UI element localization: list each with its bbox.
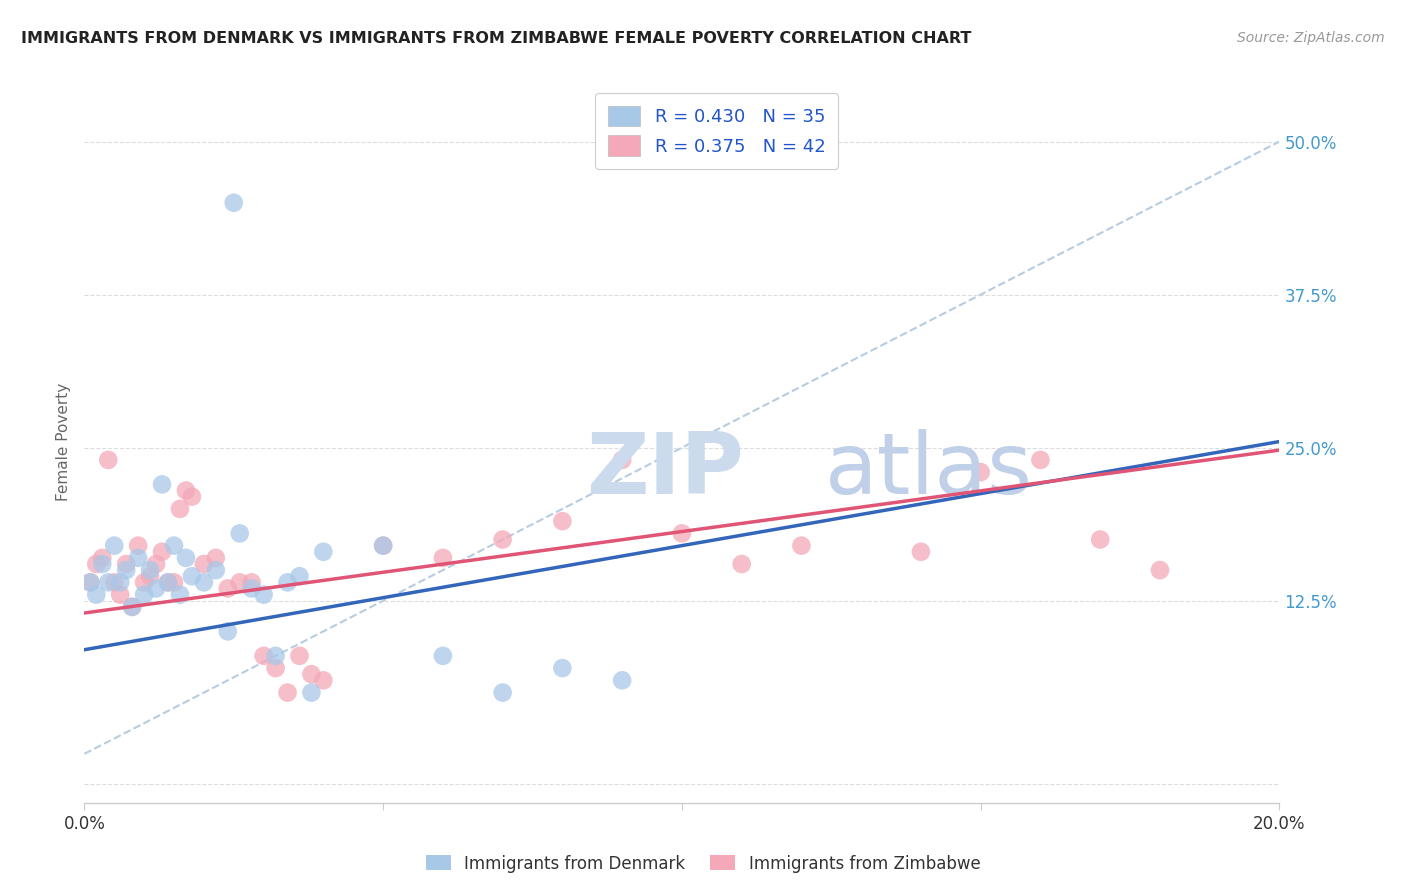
Point <box>127 539 149 553</box>
Point <box>86 588 108 602</box>
Text: Source: ZipAtlas.com: Source: ZipAtlas.com <box>1237 31 1385 45</box>
Point <box>193 575 215 590</box>
Point <box>163 539 186 553</box>
Point <box>145 557 167 571</box>
Point <box>253 588 276 602</box>
Point <box>91 550 114 565</box>
Point <box>228 575 252 590</box>
Point <box>86 557 108 571</box>
Point <box>612 453 634 467</box>
Point <box>301 685 323 699</box>
Point <box>432 550 454 565</box>
Point <box>373 539 395 553</box>
Point <box>217 582 239 596</box>
Point <box>181 569 204 583</box>
Point <box>551 514 574 528</box>
Point <box>612 673 634 688</box>
Point <box>115 557 138 571</box>
Point <box>264 648 287 663</box>
Point <box>731 557 754 571</box>
Legend: Immigrants from Denmark, Immigrants from Zimbabwe: Immigrants from Denmark, Immigrants from… <box>419 848 987 880</box>
Point <box>790 539 813 553</box>
Point <box>163 575 186 590</box>
Point <box>312 673 335 688</box>
Point <box>145 582 167 596</box>
Point <box>121 599 143 614</box>
Point <box>139 563 162 577</box>
Point <box>264 661 287 675</box>
Point <box>169 588 191 602</box>
Y-axis label: Female Poverty: Female Poverty <box>56 383 72 500</box>
Point <box>432 648 454 663</box>
Point <box>205 550 228 565</box>
Point <box>910 545 932 559</box>
Point <box>205 563 228 577</box>
Point <box>174 550 197 565</box>
Point <box>181 490 204 504</box>
Point <box>217 624 239 639</box>
Point <box>121 599 143 614</box>
Point <box>174 483 197 498</box>
Text: IMMIGRANTS FROM DENMARK VS IMMIGRANTS FROM ZIMBABWE FEMALE POVERTY CORRELATION C: IMMIGRANTS FROM DENMARK VS IMMIGRANTS FR… <box>21 31 972 46</box>
Point <box>79 575 101 590</box>
Point <box>97 453 120 467</box>
Point <box>671 526 693 541</box>
Point <box>970 465 993 479</box>
Point <box>169 502 191 516</box>
Legend: R = 0.430   N = 35, R = 0.375   N = 42: R = 0.430 N = 35, R = 0.375 N = 42 <box>595 93 838 169</box>
Point <box>97 575 120 590</box>
Point <box>228 526 252 541</box>
Text: ZIP: ZIP <box>586 429 744 512</box>
Point <box>150 477 173 491</box>
Point <box>103 539 125 553</box>
Point <box>492 533 515 547</box>
Point <box>132 575 156 590</box>
Point <box>110 575 132 590</box>
Point <box>240 575 263 590</box>
Point <box>240 582 263 596</box>
Point <box>222 195 245 210</box>
Point <box>132 588 156 602</box>
Point <box>288 569 311 583</box>
Point <box>551 661 574 675</box>
Point <box>193 557 215 571</box>
Point <box>150 545 173 559</box>
Point <box>103 575 125 590</box>
Point <box>115 563 138 577</box>
Point <box>277 685 299 699</box>
Point <box>253 648 276 663</box>
Point <box>1149 563 1171 577</box>
Text: atlas: atlas <box>825 429 1033 512</box>
Point <box>277 575 299 590</box>
Point <box>373 539 395 553</box>
Point <box>157 575 180 590</box>
Point <box>139 569 162 583</box>
Point <box>312 545 335 559</box>
Point <box>288 648 311 663</box>
Point <box>79 575 101 590</box>
Point <box>91 557 114 571</box>
Point <box>1029 453 1052 467</box>
Point <box>127 550 149 565</box>
Point <box>110 588 132 602</box>
Point <box>301 667 323 681</box>
Point <box>157 575 180 590</box>
Point <box>492 685 515 699</box>
Point <box>1090 533 1112 547</box>
